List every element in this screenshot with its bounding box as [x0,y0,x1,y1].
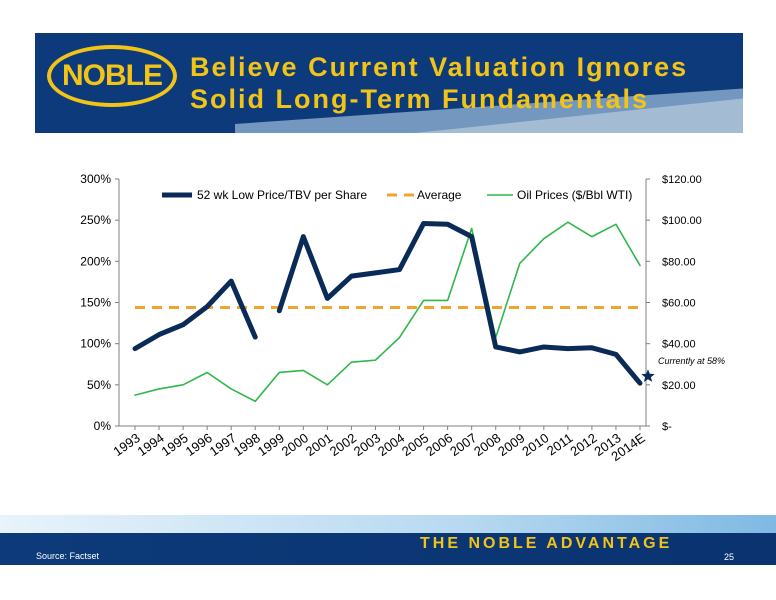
chart-annotation: Currently at 58% [641,356,725,382]
valuation-chart: 0% 50% 100% 150% 200% 250% 300% $- $20.00 $40.00… [80,172,725,464]
left-tick-label: 150% [80,296,111,310]
noble-logo: NOBLE [47,45,177,107]
title-line-2: Solid Long-Term Fundamentals [190,84,650,114]
footer-dark-bar [0,533,776,565]
footer-light-bar [0,515,776,533]
left-tick-label: 250% [80,213,111,227]
title-line-1: Believe Current Valuation Ignores [190,52,689,82]
header-banner: NOBLE Believe Current Valuation Ignores … [35,33,743,133]
chart-legend: 52 wk Low Price/TBV per Share Average Oil … [162,188,632,202]
legend-label-2: Average [417,188,462,202]
left-tick-label: 200% [80,254,111,268]
chart-series [132,220,643,403]
page-number: 25 [724,552,735,562]
star-marker-icon [641,369,655,382]
right-tick-label: $- [662,421,672,433]
left-tick-label: 0% [94,419,112,433]
left-tick-label: 50% [87,378,111,392]
left-tick-label: 100% [80,337,111,351]
right-tick-label: $80.00 [662,256,696,268]
right-tick-label: $60.00 [662,298,696,310]
slide-title: Believe Current Valuation Ignores Solid … [190,51,688,115]
right-axis-ticks: $- $20.00 $40.00 $60.00 $80.00 $100.00 $120.00 [646,174,702,433]
footer-banner [0,515,776,565]
source-note: Source: Factset [36,551,100,561]
legend-label-1: 52 wk Low Price/TBV per Share [197,188,367,202]
left-tick-label: 300% [80,172,111,186]
right-tick-label: $100.00 [662,215,702,227]
right-tick-label: $120.00 [662,174,702,186]
right-tick-label: $20.00 [662,380,696,392]
tagline: THE NOBLE ADVANTAGE [420,535,673,552]
annotation-label: Currently at 58% [658,356,725,366]
price-tbv-line [132,278,258,352]
chart-axes [118,179,647,427]
right-tick-label: $40.00 [662,339,696,351]
logo-text: NOBLE [62,59,163,92]
x-axis-ticks: 1993199419951996199719981999200020012002… [110,426,648,464]
left-axis-ticks: 0% 50% 100% 150% 200% 250% 300% [80,172,119,433]
price-tbv-line [276,220,643,386]
legend-label-3: Oil Prices ($/Bbl WTI) [517,188,632,202]
oil-price-line [134,221,641,403]
